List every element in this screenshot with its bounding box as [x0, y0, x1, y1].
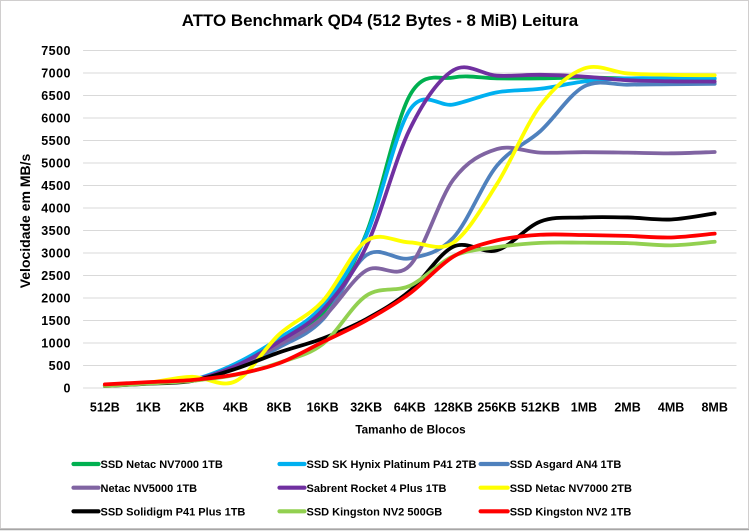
svg-text:128KB: 128KB: [434, 401, 473, 415]
svg-text:4000: 4000: [41, 201, 71, 215]
svg-text:1MB: 1MB: [571, 401, 597, 415]
svg-text:16KB: 16KB: [307, 401, 339, 415]
svg-text:6000: 6000: [41, 111, 71, 125]
svg-text:SSD Kingston NV2 1TB: SSD Kingston NV2 1TB: [510, 507, 632, 519]
svg-text:7000: 7000: [41, 66, 71, 80]
svg-text:6500: 6500: [41, 89, 71, 103]
svg-text:1000: 1000: [41, 336, 71, 350]
svg-text:Netac NV5000 1TB: Netac NV5000 1TB: [101, 483, 198, 495]
svg-text:SSD Solidigm P41 Plus 1TB: SSD Solidigm P41 Plus 1TB: [101, 507, 246, 519]
svg-text:ATTO Benchmark QD4 (512 Bytes: ATTO Benchmark QD4 (512 Bytes - 8 MiB) L…: [182, 11, 579, 30]
svg-text:SSD Netac NV7000 1TB: SSD Netac NV7000 1TB: [101, 459, 223, 471]
svg-text:2KB: 2KB: [179, 401, 204, 415]
svg-text:2MB: 2MB: [614, 401, 640, 415]
svg-text:3500: 3500: [41, 224, 71, 238]
svg-text:0: 0: [64, 381, 71, 395]
svg-text:Tamanho de Blocos: Tamanho de Blocos: [355, 424, 466, 437]
svg-text:Velocidade em MB/s: Velocidade em MB/s: [17, 153, 33, 288]
svg-text:256KB: 256KB: [477, 401, 516, 415]
svg-text:64KB: 64KB: [394, 401, 426, 415]
svg-text:SSD Asgard AN4 1TB: SSD Asgard AN4 1TB: [510, 459, 622, 471]
svg-text:4500: 4500: [41, 179, 71, 193]
svg-text:512KB: 512KB: [521, 401, 560, 415]
svg-text:3000: 3000: [41, 246, 71, 260]
svg-text:4KB: 4KB: [223, 401, 248, 415]
svg-text:8MB: 8MB: [701, 401, 727, 415]
svg-text:2500: 2500: [41, 269, 71, 283]
svg-text:2000: 2000: [41, 291, 71, 305]
svg-text:32KB: 32KB: [350, 401, 382, 415]
svg-text:SSD Kingston NV2 500GB: SSD Kingston NV2 500GB: [307, 507, 443, 519]
svg-text:SSD SK Hynix Platinum P41 2TB: SSD SK Hynix Platinum P41 2TB: [307, 459, 477, 471]
svg-text:Sabrent Rocket 4 Plus 1TB: Sabrent Rocket 4 Plus 1TB: [307, 483, 447, 495]
svg-text:5000: 5000: [41, 156, 71, 170]
svg-text:1KB: 1KB: [136, 401, 161, 415]
svg-text:512B: 512B: [90, 401, 120, 415]
svg-text:500: 500: [49, 359, 71, 373]
svg-text:5500: 5500: [41, 134, 71, 148]
svg-text:7500: 7500: [41, 44, 71, 58]
svg-text:SSD Netac NV7000 2TB: SSD Netac NV7000 2TB: [510, 483, 632, 495]
svg-text:4MB: 4MB: [658, 401, 684, 415]
svg-text:8KB: 8KB: [267, 401, 292, 415]
svg-text:1500: 1500: [41, 314, 71, 328]
